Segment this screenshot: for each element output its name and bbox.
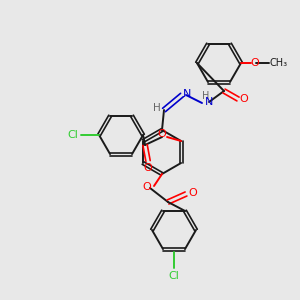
Text: O: O — [240, 94, 248, 104]
Text: O: O — [144, 163, 152, 173]
Text: Cl: Cl — [68, 130, 79, 140]
Text: H: H — [202, 91, 210, 101]
Text: N: N — [205, 97, 213, 107]
Text: O: O — [189, 188, 197, 198]
Text: N: N — [183, 89, 191, 99]
Text: H: H — [153, 103, 161, 113]
Text: O: O — [250, 58, 260, 68]
Text: O: O — [158, 129, 167, 139]
Text: CH₃: CH₃ — [270, 58, 288, 68]
Text: Cl: Cl — [169, 271, 179, 281]
Text: O: O — [142, 182, 152, 192]
